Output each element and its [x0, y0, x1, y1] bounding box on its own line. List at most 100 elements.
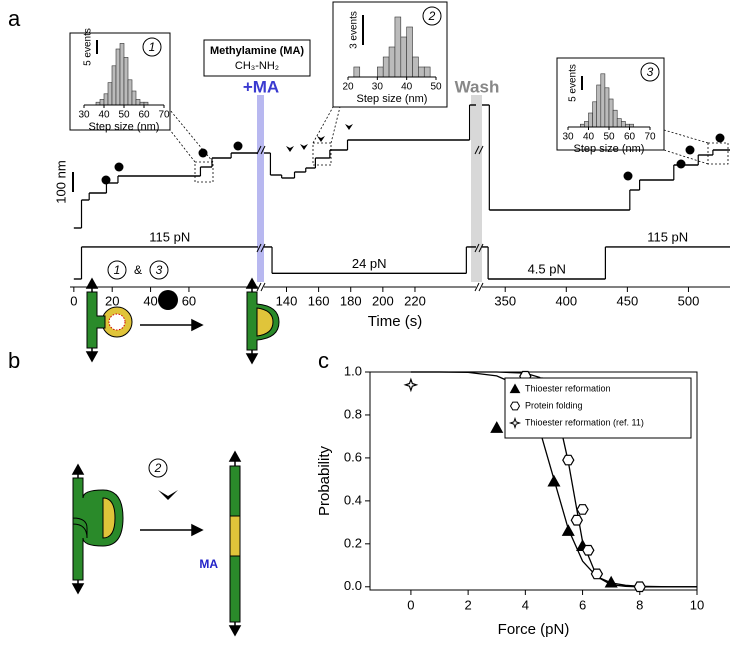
legend-label: Thioester reformation (ref. 11) [525, 417, 644, 427]
histogram-bar [400, 36, 407, 78]
inset-x-tick-label: 50 [430, 82, 442, 93]
reagent-box [203, 39, 311, 77]
ma-label: MA [199, 557, 218, 571]
x-tick-label: 500 [678, 293, 700, 308]
legend-marker [509, 401, 521, 411]
diagram: 1 & 3 2 MA [71, 260, 280, 637]
inset-number: 3 [647, 65, 654, 79]
event-arrowheads [286, 124, 353, 152]
histogram-bar [604, 87, 610, 128]
histogram-bar [123, 57, 129, 106]
inset-scale-label: 5 events [568, 64, 579, 102]
step-number: 3 [156, 263, 163, 277]
point [576, 504, 589, 515]
y-tick-label: 0.8 [344, 406, 362, 421]
x-tick-label: 40 [143, 293, 157, 308]
fit-curve [410, 371, 697, 588]
plot-frame [369, 371, 698, 591]
axis-break [256, 243, 262, 253]
inset-scale-label: 5 events [83, 28, 94, 66]
x-tick-label: 0 [70, 293, 77, 308]
inset-x-tick-label: 40 [98, 110, 110, 121]
point [403, 377, 419, 393]
histogram-bar [596, 84, 602, 128]
fit-curve [410, 371, 697, 588]
inset-number: 1 [149, 40, 156, 54]
histogram-bar [608, 98, 614, 128]
event-dots [101, 133, 725, 185]
reagent-label: Methylamine (MA) [210, 45, 304, 57]
point [582, 544, 595, 556]
histogram-bar [620, 121, 626, 128]
point [633, 581, 646, 593]
histogram-bar [616, 118, 622, 128]
histogram-bar [588, 112, 593, 128]
panel-label: a [8, 6, 21, 31]
point [561, 524, 575, 536]
histogram-bar [612, 109, 618, 128]
x-tick-label: 400 [555, 293, 577, 308]
x-tick-label: 450 [617, 293, 639, 308]
inset-x-tick-label: 30 [78, 110, 90, 121]
panel-label: c [318, 348, 329, 373]
and-label: & [134, 263, 142, 277]
y-tick-label: 0.2 [344, 535, 362, 550]
x-axis-title: Time (s) [368, 313, 422, 330]
axis-break [256, 282, 262, 292]
inset-number: 2 [428, 9, 436, 23]
inset-x-tick-label: 60 [138, 110, 150, 121]
point [590, 568, 604, 580]
y-axis-title: Probability [316, 445, 333, 516]
histogram-bar [584, 121, 589, 128]
y-tick-label: 0.4 [344, 492, 362, 507]
wash-band [471, 95, 482, 282]
histogram-bar [388, 46, 396, 78]
inset-number-ring [142, 37, 162, 57]
inset-x-title: Step size (nm) [89, 121, 160, 133]
force-label: 115 pN [149, 229, 190, 244]
axis-break [474, 243, 480, 253]
inset-x-title: Step size (nm) [357, 93, 428, 105]
inset-x-tick-label: 70 [644, 132, 656, 143]
formula-label: CH₃-NH₂ [235, 60, 279, 72]
force-label: 4.5 pN [528, 261, 566, 276]
axis-break [260, 243, 266, 253]
axis-break [260, 145, 266, 155]
axis-break [478, 145, 484, 155]
histogram-bar [135, 99, 141, 106]
x-tick-label: 140 [276, 293, 298, 308]
force-label: 24 pN [352, 256, 387, 271]
histogram-bar [423, 66, 431, 78]
force-label: 115 pN [647, 229, 688, 244]
y-tick-label: 0.6 [344, 449, 362, 464]
histogram-bar [119, 43, 125, 106]
histogram-bar [394, 16, 402, 78]
histogram-bar [115, 48, 121, 106]
x-tick-label: 6 [579, 597, 586, 612]
inset-number-ring [422, 6, 442, 26]
histogram-bar [600, 73, 606, 128]
histogram-bar [382, 56, 390, 78]
x-tick-label: 10 [690, 597, 704, 612]
legend-label: Protein folding [525, 400, 583, 410]
axis-break [478, 282, 484, 292]
axis-break [478, 243, 484, 253]
legend-marker [508, 416, 522, 430]
histogram-bar [127, 79, 133, 106]
wash-label: Wash [455, 77, 500, 96]
axis-break [474, 145, 480, 155]
y-tick-label: 1.0 [344, 363, 362, 378]
inset-x-tick-label: 30 [562, 132, 574, 143]
inset-x-tick-label: 30 [372, 82, 384, 93]
panel-label: b [8, 348, 20, 373]
histogram-bar [111, 65, 117, 106]
legend-label: Thioester reformation [525, 383, 611, 393]
x-tick-label: 4 [522, 597, 529, 612]
x-tick-label: 160 [308, 293, 330, 308]
inset-x-tick-label: 40 [583, 132, 595, 143]
add-label: +MA [243, 77, 279, 96]
histogram-bar [353, 66, 361, 78]
inset-x-tick-label: 60 [624, 132, 636, 143]
legend-marker [509, 383, 521, 394]
step-number: 2 [154, 461, 162, 475]
